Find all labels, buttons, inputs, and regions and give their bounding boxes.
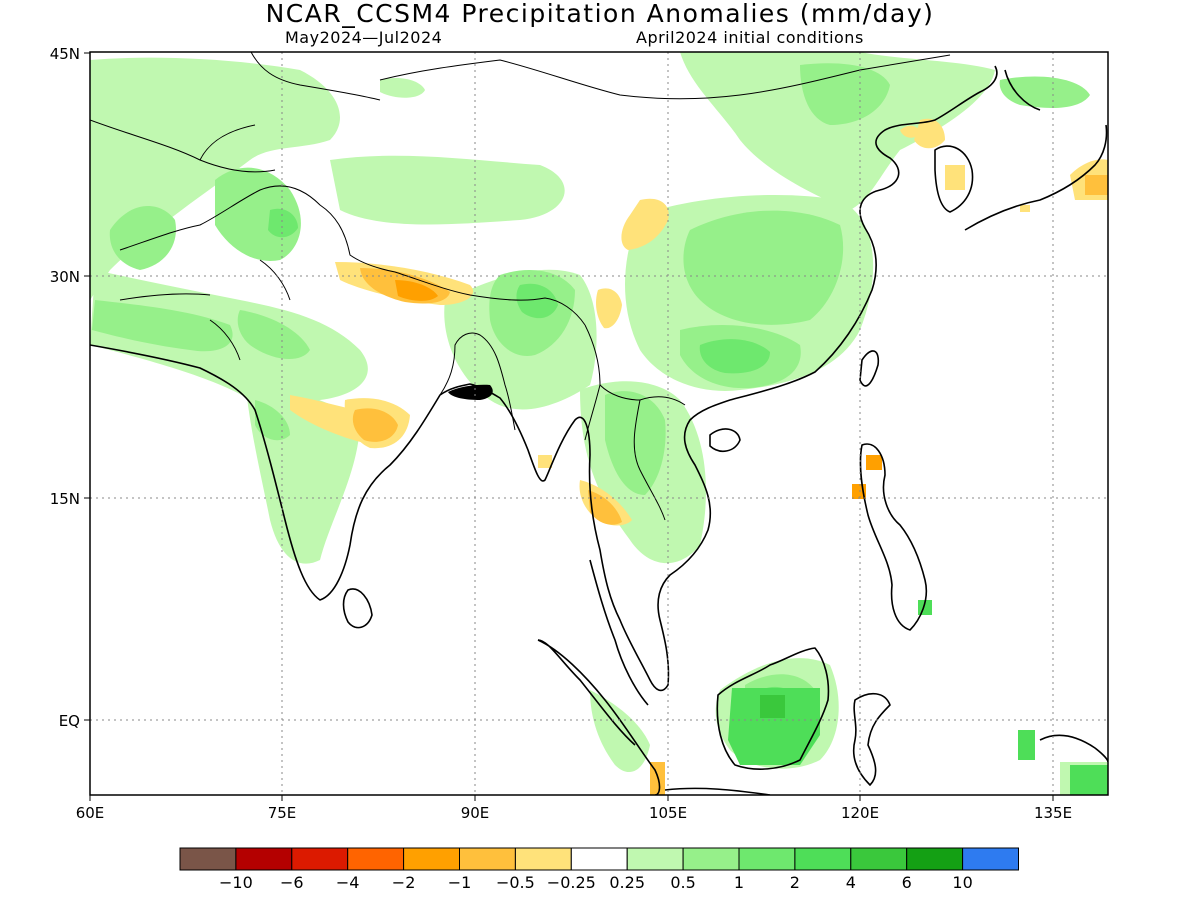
border-lines-5 [584,324,686,521]
map-title: NCAR_CCSM4 Precipitation Anomalies (mm/d… [265,0,935,28]
java-coast [664,787,771,795]
colorbar-label: −2 [392,873,416,892]
colorbar-swatch [682,847,740,871]
border-lines-2 [90,52,381,173]
coastlines [90,65,1108,795]
map-frame [89,51,1109,796]
border-lines [119,185,586,326]
x-tick-label: 135E [1034,804,1072,822]
x-tick-label: 75E [268,804,297,822]
border-lines-3 [379,54,951,100]
sumatra-coast [537,639,661,795]
colorbar-label: 4 [846,873,856,892]
colorbar-label: 10 [952,873,972,892]
colorbar-label: −1 [448,873,472,892]
y-tick-label: 45N [50,45,80,63]
anomaly-fields [90,52,1108,795]
colorbar-swatch [291,847,349,871]
anomaly-very-heavy-wet [760,695,785,718]
colorbar-swatch [794,847,852,871]
colorbar-swatch [347,847,405,871]
colorbar-labels: −10 −6 −4 −2 −1 −0.5 −0.25 0.25 0.5 1 2 4 6 10 [219,873,973,892]
taiwan-coast [859,350,880,387]
colorbar-label: −0.5 [496,873,535,892]
y-tick-label: 30N [50,268,80,286]
colorbar-swatch [962,847,1019,871]
bangladesh-delta [448,384,493,400]
colorbar-swatch [403,847,461,871]
new-guinea-coast [1039,734,1108,763]
x-tick-label: 90E [461,804,490,822]
colorbar-label: −0.25 [547,873,596,892]
colorbar-label: 1 [734,873,744,892]
colorbar-swatch [235,847,293,871]
asia-mainland-coast [90,65,998,692]
colorbar-label: 2 [790,873,800,892]
x-axis-labels: 60E 75E 90E 105E 120E 135E [76,804,1072,822]
colorbar-swatch [514,847,572,871]
anomaly-light-wet [90,52,1108,795]
japan-coast [964,69,1108,231]
x-tick-label: 60E [76,804,105,822]
colorbar-swatch [738,847,796,871]
anomaly-heavy-wet [728,600,1108,795]
hainan-coast [709,428,741,453]
colorbar-swatch [570,847,628,871]
y-tick-label: EQ [59,712,80,730]
y-tick-label: 15N [50,490,80,508]
colorbar-swatch [850,847,908,871]
philippines-coast [859,443,928,631]
y-axis-labels: 45N 30N 15N EQ [50,45,80,730]
colorbar-swatch [459,847,516,871]
colorbar [179,847,1019,871]
malay-peninsula-coast [589,559,649,706]
x-tick-label: 105E [649,804,687,822]
tick-marks [84,52,1054,801]
forecast-period: May2024—Jul2024 [285,28,443,47]
border-lines-4 [439,332,516,431]
anomaly-strong-dry [395,280,882,499]
colorbar-swatch [906,847,964,871]
colorbar-swatch [179,847,237,871]
colorbar-label: 0.25 [609,873,645,892]
borneo-coast [716,647,830,770]
country-borders [90,52,951,521]
colorbar-label: 0.5 [670,873,695,892]
colorbar-label: −6 [280,873,304,892]
graticule [90,52,1108,795]
border-lines-6 [119,259,291,361]
colorbar-swatch [626,847,684,871]
sri-lanka-coast [342,588,373,629]
initial-conditions: April2024 initial conditions [636,28,864,47]
colorbar-label: −4 [336,873,360,892]
colorbar-label: −10 [219,873,253,892]
x-tick-label: 120E [841,804,879,822]
sulawesi-coast [852,692,891,786]
korea-coast [934,145,974,213]
colorbar-label: 6 [902,873,912,892]
